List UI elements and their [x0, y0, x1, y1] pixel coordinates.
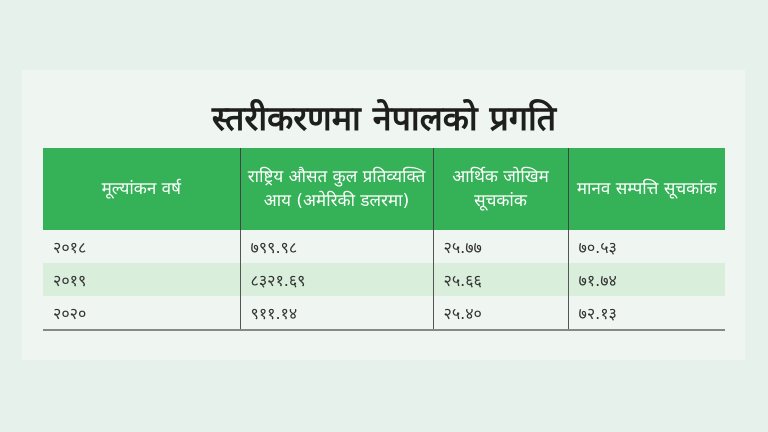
header-income: राष्ट्रिय औसत कुल प्रतिव्यक्ति आय (अमेरि… [239, 148, 433, 230]
cell-economic-risk: २५.७७ [432, 230, 568, 263]
table-row: २०१९ ८३२१.६९ २५.६६ ७१.७४ [43, 263, 725, 296]
header-human-asset: मानव सम्पत्ति सूचकांक [567, 148, 725, 230]
cell-income: ९११.१४ [239, 296, 433, 331]
cell-human-asset: ७१.७४ [567, 263, 725, 296]
cell-human-asset: ७२.१३ [567, 296, 725, 331]
header-economic-risk: आर्थिक जोखिम सूचकांक [432, 148, 568, 230]
header-year: मूल्यांकन वर्ष [43, 148, 240, 230]
cell-human-asset: ७०.५३ [567, 230, 725, 263]
cell-year: २०१८ [53, 237, 87, 257]
cell-year: २०१९ [43, 263, 240, 296]
table-header-row: मूल्यांकन वर्ष राष्ट्रिय औसत कुल प्रतिव्… [43, 148, 725, 230]
cell-economic-risk: २५.४० [432, 296, 568, 331]
cell-economic-risk: २५.६६ [432, 263, 568, 296]
cell-income: ७९९.९८ [239, 230, 433, 263]
cell-income: ८३२१.६९ [239, 263, 433, 296]
page-title: स्तरीकरणमा नेपालको प्रगति [211, 99, 557, 139]
table-row: २०२० ९११.१४ २५.४० ७२.१३ [43, 296, 725, 331]
progress-table: मूल्यांकन वर्ष राष्ट्रिय औसत कुल प्रतिव्… [43, 148, 725, 331]
cell-year: २०२० [43, 296, 240, 331]
table-row: २०१८ ७९९.९८ २५.७७ ७०.५३ [43, 230, 725, 263]
